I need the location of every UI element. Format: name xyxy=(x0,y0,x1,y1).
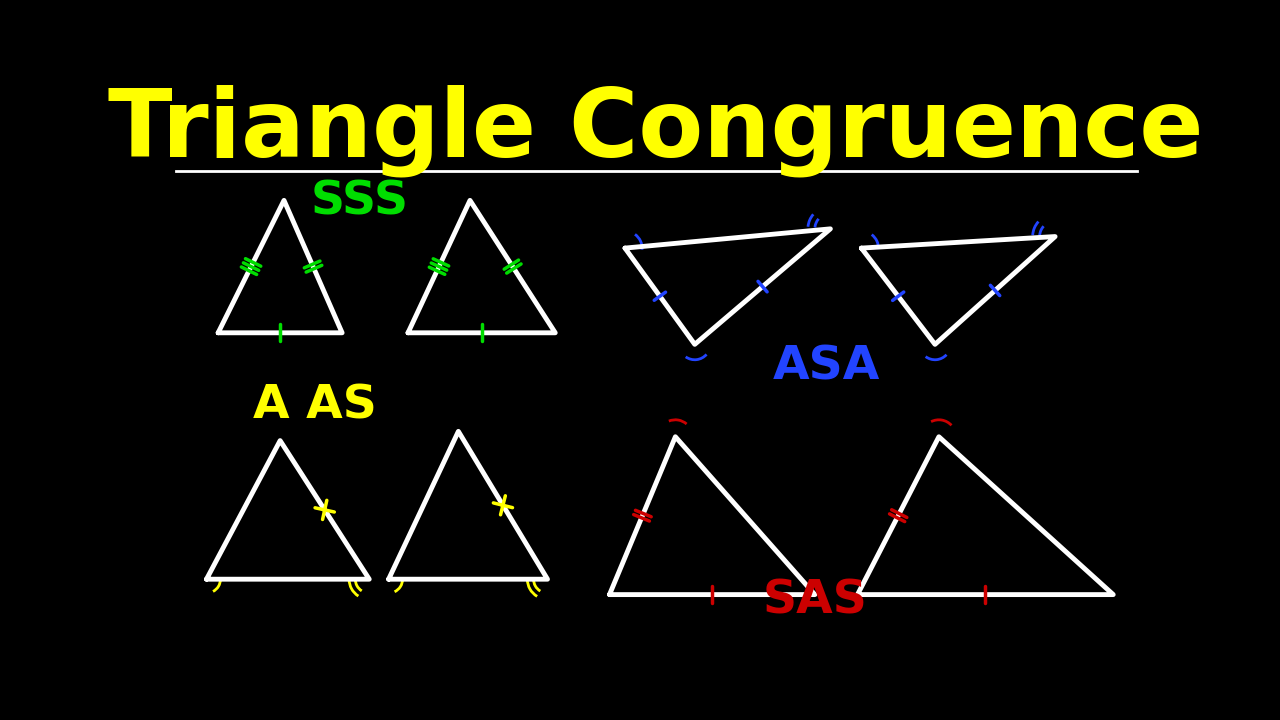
Text: A AS: A AS xyxy=(253,384,376,428)
Text: SAS: SAS xyxy=(763,578,868,624)
Text: SSS: SSS xyxy=(311,179,410,225)
Text: ASA: ASA xyxy=(773,345,881,390)
Text: Triangle Congruence: Triangle Congruence xyxy=(109,85,1203,177)
